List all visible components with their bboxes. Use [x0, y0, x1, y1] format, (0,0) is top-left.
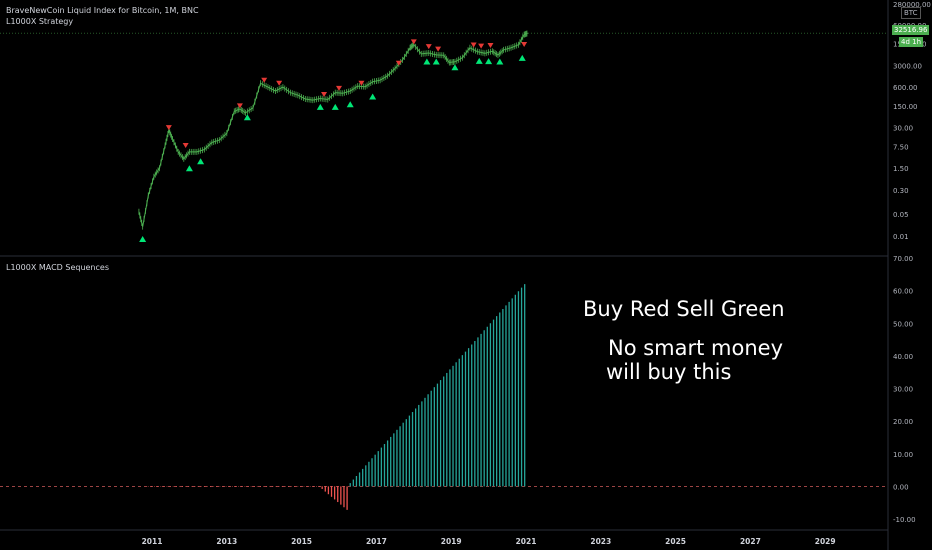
macd-tick-label: 30.00 — [893, 386, 913, 394]
time-tick-label: 2023 — [590, 537, 611, 546]
buy-signal-marker — [185, 165, 193, 172]
symbol-title[interactable]: BraveNewCoin Liquid Index for Bitcoin, 1… — [6, 6, 199, 15]
macd-tick-label: -10.00 — [893, 516, 916, 524]
buy-signal-marker — [451, 64, 459, 71]
buy-signal-marker — [139, 236, 147, 243]
annotation-will-buy-this: will buy this — [606, 360, 732, 384]
time-tick-label: 2021 — [516, 537, 537, 546]
annotation-no-smart-money: No smart money — [608, 336, 784, 360]
sell-signal-marker — [182, 143, 189, 149]
macd-label[interactable]: L1000X MACD Sequences — [6, 263, 109, 272]
sell-signal-marker — [410, 39, 417, 45]
buy-signal-marker — [485, 58, 493, 65]
price-tick-label: 0.05 — [893, 211, 909, 219]
buy-signal-marker — [423, 58, 431, 65]
buy-signal-marker — [197, 158, 205, 165]
buy-signal-marker — [369, 93, 377, 100]
signal-markers — [139, 39, 528, 243]
price-tick-label: 0.01 — [893, 233, 909, 241]
time-axis[interactable]: 2011 2013 2015 2017 2019 2021 2023 2025 2027 2029 — [142, 537, 836, 546]
sell-signal-marker — [321, 91, 328, 97]
macd-tick-label: 60.00 — [893, 288, 913, 296]
price-tick-label: 3000.00 — [893, 62, 922, 70]
price-tick-label: 280000.00 — [893, 1, 931, 9]
price-axis[interactable]: 280000.0060000.0015000.003000.00600.0015… — [893, 1, 931, 524]
price-series — [138, 30, 529, 230]
buy-signal-marker — [316, 103, 324, 110]
time-tick-label: 2027 — [740, 537, 761, 546]
sell-signal-marker — [358, 80, 365, 86]
buy-signal-marker — [496, 58, 504, 65]
buy-signal-marker — [518, 54, 526, 61]
buy-signal-marker — [432, 58, 440, 65]
macd-histogram — [147, 284, 526, 510]
sell-signal-marker — [236, 103, 243, 109]
sell-signal-marker — [435, 46, 442, 52]
time-tick-label: 2019 — [441, 537, 462, 546]
macd-tick-label: 50.00 — [893, 320, 913, 328]
sell-signal-marker — [470, 42, 477, 48]
price-tick-label: 1.50 — [893, 165, 909, 173]
countdown-badge: 4d 1h — [899, 37, 924, 47]
sell-signal-marker — [336, 85, 342, 91]
sell-signal-marker — [395, 60, 402, 66]
macd-tick-label: 70.00 — [893, 255, 913, 263]
sell-signal-marker — [478, 43, 485, 49]
currency-badge: BTC — [901, 7, 921, 19]
price-tick-label: 7.50 — [893, 143, 909, 151]
sell-signal-marker — [165, 125, 172, 131]
price-tick-label: 30.00 — [893, 125, 913, 133]
sell-signal-marker — [276, 80, 283, 86]
sell-signal-marker — [487, 43, 494, 49]
time-tick-label: 2015 — [291, 537, 312, 546]
buy-signal-marker — [346, 101, 354, 108]
price-line — [138, 32, 529, 227]
time-tick-label: 2013 — [216, 537, 237, 546]
annotation-buy-red-sell-green: Buy Red Sell Green — [583, 297, 785, 321]
buy-signal-marker — [331, 103, 339, 110]
macd-tick-label: 10.00 — [893, 451, 913, 459]
macd-tick-label: 0.00 — [893, 483, 909, 491]
price-tick-label: 0.30 — [893, 187, 909, 195]
price-tick-label: 600.00 — [893, 84, 918, 92]
price-tick-label: 150.00 — [893, 103, 918, 111]
sell-signal-marker — [261, 77, 268, 83]
sell-signal-marker — [425, 44, 432, 50]
time-tick-label: 2011 — [142, 537, 163, 546]
macd-tick-label: 20.00 — [893, 418, 913, 426]
time-tick-label: 2029 — [815, 537, 836, 546]
buy-signal-marker — [243, 114, 251, 121]
strategy-label[interactable]: L1000X Strategy — [6, 17, 74, 26]
time-tick-label: 2025 — [665, 537, 686, 546]
last-price-badge: 32516.96 — [892, 25, 930, 35]
macd-tick-label: 40.00 — [893, 353, 913, 361]
time-tick-label: 2017 — [366, 537, 387, 546]
sell-signal-marker — [521, 42, 528, 48]
buy-signal-marker — [475, 57, 483, 64]
